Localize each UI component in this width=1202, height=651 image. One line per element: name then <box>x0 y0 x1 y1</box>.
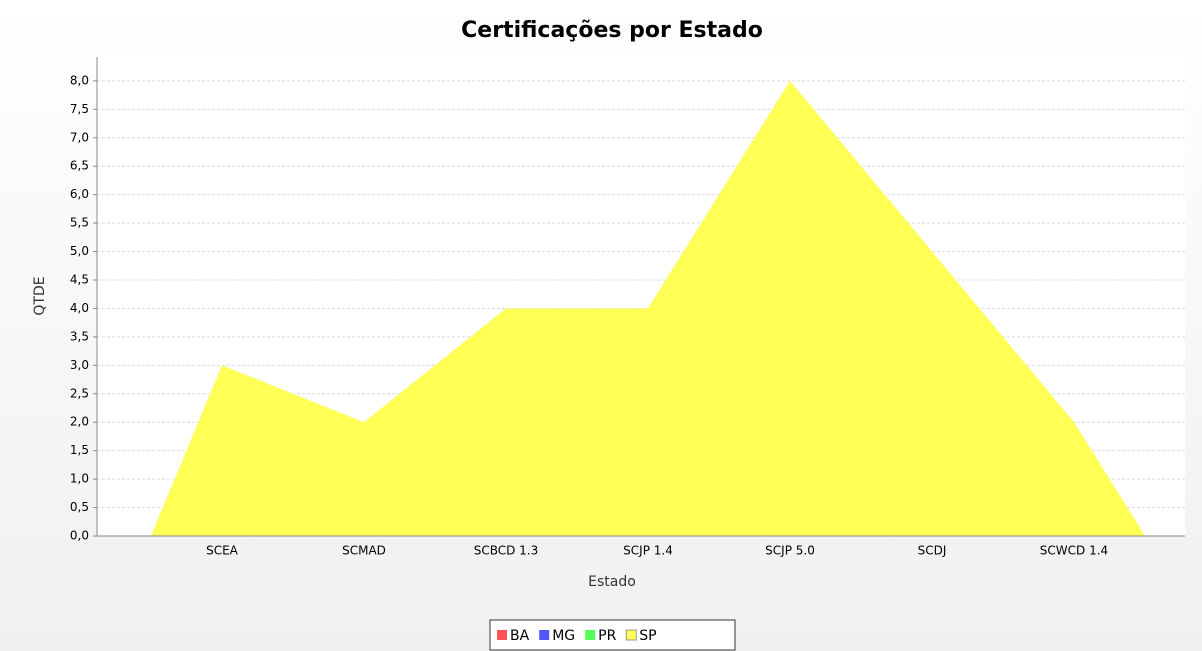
x-tick-label: SCDJ <box>918 544 947 558</box>
legend-label: PR <box>598 628 616 644</box>
chart-title: Certificações por Estado <box>461 18 763 43</box>
legend-swatch <box>497 630 507 640</box>
legend-label: SP <box>639 628 656 644</box>
y-tick-label: 1,5 <box>70 443 89 457</box>
x-tick-label: SCWCD 1.4 <box>1040 544 1108 558</box>
y-tick-label: 6,0 <box>70 187 89 201</box>
y-tick-label: 7,5 <box>70 102 89 116</box>
legend-swatch <box>539 630 550 640</box>
legend-swatch <box>625 629 637 641</box>
y-tick-label: 4,5 <box>70 273 89 287</box>
x-tick-label: SCJP 5.0 <box>765 544 815 558</box>
y-tick-label: 0,0 <box>70 529 89 543</box>
x-tick-label: SCMAD <box>342 544 386 558</box>
y-tick-label: 7,0 <box>70 130 89 144</box>
legend-label: BA <box>510 628 530 644</box>
y-tick-label: 0,5 <box>70 500 89 514</box>
y-tick-label: 2,5 <box>70 386 89 400</box>
legend-label: MG <box>552 628 575 644</box>
y-tick-label: 5,0 <box>70 244 89 258</box>
x-axis-label: Estado <box>588 574 636 590</box>
legend <box>489 619 736 651</box>
y-tick-label: 1,0 <box>70 472 89 486</box>
legend-swatch <box>585 630 596 640</box>
area <box>151 80 1145 536</box>
x-tick-label: SCEA <box>206 544 239 558</box>
y-tick-label: 3,0 <box>70 358 89 372</box>
x-tick-label: SCJP 1.4 <box>623 544 673 558</box>
y-tick-label: 8,0 <box>70 73 89 87</box>
y-tick-label: 2,0 <box>70 415 89 429</box>
y-tick-label: 5,5 <box>70 216 89 230</box>
y-tick-label: 6,5 <box>70 159 89 173</box>
x-tick-label: SCBCD 1.3 <box>474 544 539 558</box>
y-tick-label: 3,5 <box>70 329 89 343</box>
y-axis-label: QTDE <box>32 276 48 315</box>
y-tick-label: 4,0 <box>70 301 89 315</box>
